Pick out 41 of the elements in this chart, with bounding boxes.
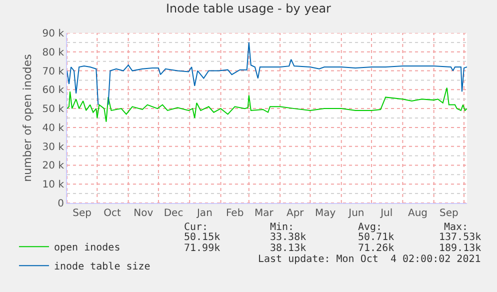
text: Last update: Mon Oct 4 02:00:02 2021 — [258, 254, 481, 265]
text: 71.26k — [358, 243, 394, 254]
y-tick-label: 80 k — [42, 47, 64, 58]
x-tick-label: May — [314, 208, 336, 219]
x-tick-label: Jan — [196, 208, 212, 219]
text: 137.53k — [439, 232, 482, 243]
y-tick-label: 0 — [58, 198, 64, 210]
text: 71.99k — [184, 243, 220, 254]
y-tick-label: 10 k — [42, 180, 64, 191]
text: 38.13k — [270, 243, 306, 254]
text: 50.15k — [184, 232, 220, 243]
text: Cur: — [184, 222, 208, 233]
x-tick-label: Feb — [226, 208, 244, 219]
text: 33.38k — [270, 232, 306, 243]
legend-label: inode table size — [54, 262, 150, 273]
text: Min: — [270, 222, 294, 233]
line-series — [67, 87, 467, 122]
chart-title: Inode table usage - by year — [166, 1, 332, 16]
text: Avg: — [358, 222, 382, 233]
x-tick-label: Aug — [408, 208, 428, 219]
x-tick-label: Jun — [348, 208, 364, 219]
y-tick-label: 30 k — [42, 142, 64, 153]
x-tick-label: Sep — [72, 208, 92, 219]
y-axis-title: number of open inodes — [20, 54, 34, 182]
y-tick-label: 90 k — [42, 28, 64, 40]
y-tick-label: 60 k — [42, 85, 64, 96]
text: 50.71k — [358, 232, 394, 243]
text: Max: — [444, 222, 468, 233]
y-tick-label: 50 k — [42, 104, 64, 116]
x-tick-label: Jul — [380, 208, 393, 219]
x-tick-label: Nov — [134, 208, 154, 219]
x-tick-label: Mar — [254, 208, 274, 219]
y-tick-label: 20 k — [42, 160, 64, 172]
x-tick-label: Oct — [104, 208, 121, 219]
x-tick-label: Apr — [286, 208, 305, 219]
x-tick-label: Dec — [164, 208, 184, 219]
y-tick-label: 70 k — [42, 66, 64, 78]
text: 189.13k — [439, 243, 482, 254]
legend-label: open inodes — [54, 242, 120, 254]
x-tick-label: Sep — [439, 208, 458, 219]
y-tick-label: 40 k — [42, 122, 64, 134]
